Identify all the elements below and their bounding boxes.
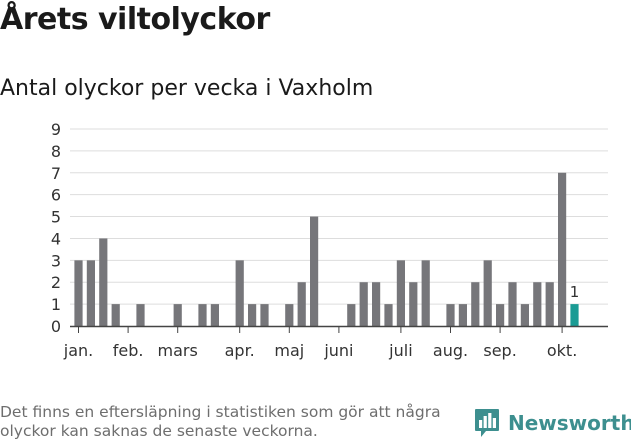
latest-value-label: 1 (570, 283, 580, 301)
footnote: Det finns en eftersläpning i statistiken… (0, 403, 441, 440)
y-tick-label: 5 (51, 208, 61, 227)
bar (198, 304, 207, 326)
y-tick-label: 1 (51, 295, 61, 314)
brand-logo[interactable]: Newsworthy (474, 407, 631, 439)
bar (508, 282, 517, 326)
bar (384, 304, 393, 326)
y-tick-label: 6 (51, 186, 61, 205)
y-tick-label: 8 (51, 142, 61, 161)
bars (74, 172, 579, 326)
y-tick-label: 3 (51, 251, 61, 270)
bar (136, 304, 145, 326)
bar (260, 304, 269, 326)
y-axis-ticks: 0 1 2 3 4 5 6 7 8 9 (51, 120, 61, 336)
bar (421, 260, 430, 326)
y-tick-label: 4 (51, 229, 61, 248)
bar (235, 260, 244, 326)
bar (285, 304, 294, 326)
bar (347, 304, 356, 326)
y-tick-label: 9 (51, 120, 61, 139)
bar (86, 260, 95, 326)
gridlines (70, 128, 608, 305)
x-tick-label: jan. (63, 341, 93, 360)
bar (248, 304, 257, 326)
x-tick-label: feb. (113, 341, 144, 360)
y-tick-label: 0 (51, 317, 61, 336)
chart-title: Årets viltolyckor (0, 2, 270, 37)
y-tick-label: 7 (51, 164, 61, 183)
bar-chart-speech-bubble-icon (475, 409, 499, 437)
bar (210, 304, 219, 326)
chart-subtitle: Antal olyckor per vecka i Vaxholm (0, 76, 374, 101)
brand-name: Newsworthy (508, 411, 631, 435)
x-tick-label: apr. (225, 341, 255, 360)
bar (483, 260, 492, 326)
bar (533, 282, 542, 326)
bar (520, 304, 529, 326)
bar (359, 282, 368, 326)
bar (74, 260, 83, 326)
x-tick-label: aug. (433, 341, 468, 360)
bar (99, 238, 108, 326)
bar (173, 304, 182, 326)
x-axis: jan. feb. mars apr. maj juni juli aug. sep. okt. (63, 325, 608, 360)
x-tick-label: okt. (547, 341, 577, 360)
data-labels: 1 (570, 283, 580, 301)
bar (458, 304, 467, 326)
latest-bar (570, 304, 579, 326)
bar-chart: 0 1 2 3 4 5 6 7 8 9 1 jan. feb. mars apr. maj juni juli… (51, 120, 608, 360)
bar (372, 282, 381, 326)
bar (496, 304, 505, 326)
x-tick-label: sep. (483, 341, 516, 360)
bar (409, 282, 418, 326)
x-tick-label: juni (323, 341, 353, 360)
bar (558, 172, 567, 326)
bar (297, 282, 306, 326)
bar (446, 304, 455, 326)
bar (471, 282, 480, 326)
bar (111, 304, 120, 326)
x-tick-label: maj (274, 341, 304, 360)
x-tick-label: mars (158, 341, 198, 360)
bar (545, 282, 554, 326)
bar (396, 260, 405, 326)
bar (310, 216, 319, 326)
x-tick-label: juli (388, 341, 412, 360)
y-tick-label: 2 (51, 273, 61, 292)
